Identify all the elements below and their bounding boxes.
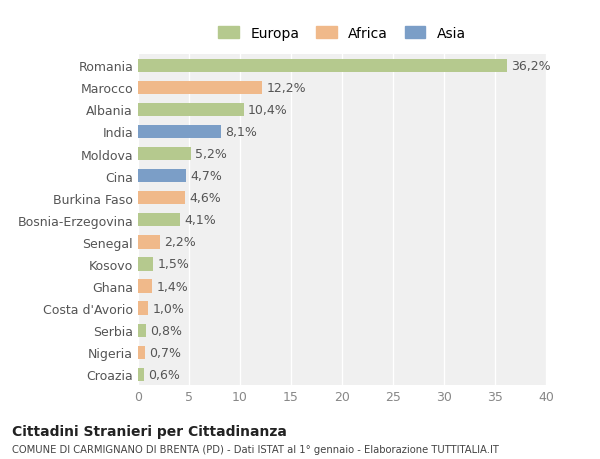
Text: 1,5%: 1,5%: [157, 258, 189, 271]
Text: 0,6%: 0,6%: [148, 368, 180, 381]
Text: 4,6%: 4,6%: [189, 192, 221, 205]
Bar: [138, 368, 144, 381]
Bar: [138, 192, 185, 205]
Text: 12,2%: 12,2%: [266, 82, 306, 95]
Text: 8,1%: 8,1%: [224, 126, 257, 139]
Text: 1,4%: 1,4%: [157, 280, 188, 293]
Bar: [138, 214, 180, 227]
Text: 5,2%: 5,2%: [195, 148, 227, 161]
Bar: [138, 324, 146, 337]
Text: 2,2%: 2,2%: [164, 236, 196, 249]
Text: 1,0%: 1,0%: [152, 302, 184, 315]
Text: 0,8%: 0,8%: [150, 324, 182, 337]
Bar: [138, 236, 160, 249]
Bar: [138, 258, 154, 271]
Bar: [138, 126, 221, 139]
Text: 10,4%: 10,4%: [248, 104, 288, 117]
Text: Cittadini Stranieri per Cittadinanza: Cittadini Stranieri per Cittadinanza: [12, 425, 287, 438]
Text: COMUNE DI CARMIGNANO DI BRENTA (PD) - Dati ISTAT al 1° gennaio - Elaborazione TU: COMUNE DI CARMIGNANO DI BRENTA (PD) - Da…: [12, 444, 499, 454]
Bar: [138, 104, 244, 117]
Bar: [138, 82, 262, 95]
Bar: [138, 346, 145, 359]
Bar: [138, 280, 152, 293]
Bar: [138, 148, 191, 161]
Bar: [138, 60, 507, 73]
Bar: [138, 302, 148, 315]
Text: 4,1%: 4,1%: [184, 214, 215, 227]
Legend: Europa, Africa, Asia: Europa, Africa, Asia: [214, 22, 470, 45]
Text: 0,7%: 0,7%: [149, 346, 181, 359]
Text: 36,2%: 36,2%: [511, 60, 551, 73]
Text: 4,7%: 4,7%: [190, 170, 222, 183]
Bar: [138, 170, 186, 183]
